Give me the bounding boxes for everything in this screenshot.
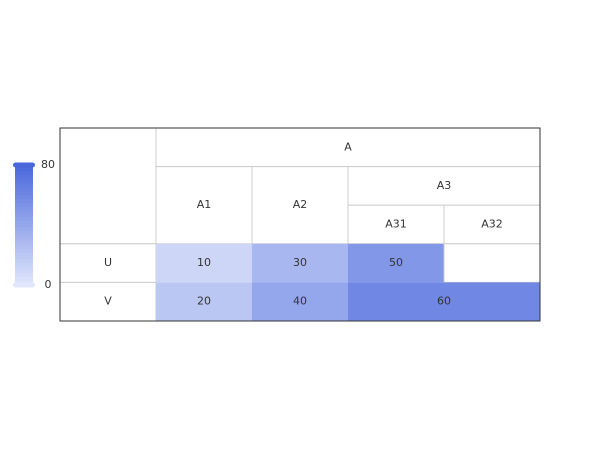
row-header: U	[104, 256, 112, 269]
column-header: A3	[437, 179, 452, 192]
cell-label: 20	[197, 295, 211, 308]
table-cell	[251, 166, 349, 245]
table-cell	[59, 281, 157, 322]
cell-label: 60	[437, 295, 451, 308]
visual-map-bar	[15, 165, 33, 285]
cell-label: 30	[293, 256, 307, 269]
visual-map-label: 80	[41, 158, 55, 171]
column-header: A2	[293, 198, 308, 211]
table-cell	[347, 166, 541, 206]
cell-label: 10	[197, 256, 211, 269]
table-cell	[155, 166, 253, 245]
table-cell	[155, 127, 541, 168]
table-cell	[347, 204, 445, 245]
column-header: A1	[197, 198, 212, 211]
cell-label: 50	[389, 256, 403, 269]
column-header: A32	[481, 218, 503, 231]
heat-cell	[348, 243, 444, 283]
heat-cell	[252, 243, 348, 283]
column-header: A31	[385, 218, 407, 231]
table-cell	[443, 204, 541, 245]
heat-cell	[348, 282, 540, 321]
table-cell	[443, 243, 541, 283]
visual-map-label: 0	[45, 278, 52, 291]
table-border	[59, 127, 541, 322]
visual-map-handle	[13, 282, 35, 288]
table-cell	[59, 127, 157, 245]
visual-map-handle	[13, 162, 35, 168]
heat-cell	[156, 243, 252, 283]
heat-cell	[156, 282, 252, 321]
cell-label: 40	[293, 295, 307, 308]
heat-cell	[252, 282, 348, 321]
column-header: A	[344, 140, 352, 153]
row-header: V	[104, 295, 112, 308]
